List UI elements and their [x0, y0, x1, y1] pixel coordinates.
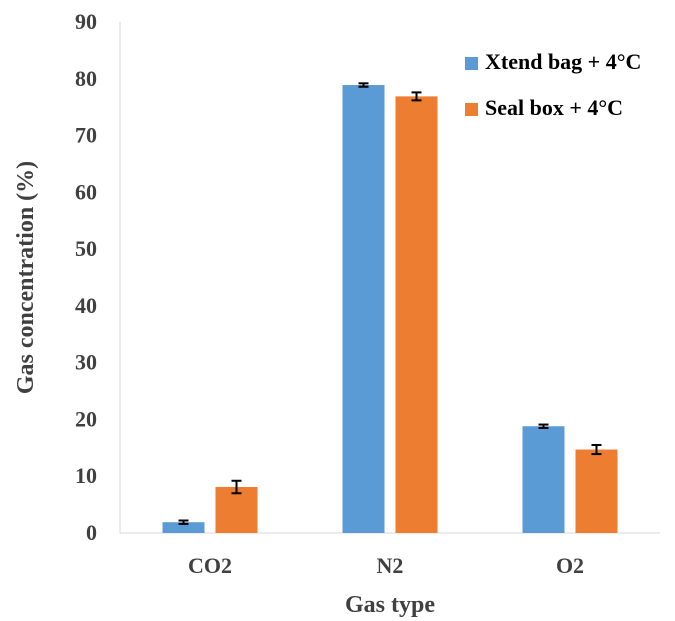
legend-swatch — [465, 103, 478, 116]
error-bar — [591, 443, 602, 456]
error-bar — [178, 519, 189, 525]
x-axis-ticks: CO2 N2 O2 — [188, 553, 584, 578]
y-tick-label: 40 — [75, 293, 97, 318]
y-tick-label: 80 — [75, 66, 97, 91]
y-tick-label: 30 — [75, 350, 97, 375]
y-tick-label: 90 — [75, 9, 97, 34]
error-bar — [538, 423, 549, 429]
bar-co2-series-2 — [215, 487, 258, 533]
y-axis-title: Gas concentration (%) — [13, 161, 39, 394]
y-tick-label: 20 — [75, 406, 97, 431]
y-tick-label: 70 — [75, 123, 97, 148]
legend: Xtend bag + 4°C Seal box + 4°C — [465, 49, 641, 120]
x-tick-label: N2 — [377, 553, 404, 578]
y-tick-label: 50 — [75, 236, 97, 261]
error-bar — [231, 479, 242, 495]
x-tick-label: O2 — [556, 553, 584, 578]
error-bar — [358, 82, 369, 88]
bar-n2-series-2 — [395, 96, 438, 533]
x-tick-label: CO2 — [188, 553, 232, 578]
y-tick-label: 0 — [86, 520, 97, 545]
legend-label: Seal box + 4°C — [485, 95, 623, 120]
legend-label: Xtend bag + 4°C — [485, 49, 641, 74]
error-bar — [411, 91, 422, 102]
y-tick-label: 60 — [75, 179, 97, 204]
bar-co2-series-1 — [162, 522, 205, 533]
bar-o2-series-1 — [522, 426, 565, 533]
bar-o2-series-2 — [575, 449, 618, 533]
legend-swatch — [465, 57, 478, 70]
bar-n2-series-1 — [342, 85, 385, 534]
y-axis-ticks: 0 10 20 30 40 50 60 70 80 90 — [75, 9, 97, 545]
y-tick-label: 10 — [75, 463, 97, 488]
bars-group — [162, 82, 618, 534]
x-axis-title: Gas type — [345, 592, 435, 618]
